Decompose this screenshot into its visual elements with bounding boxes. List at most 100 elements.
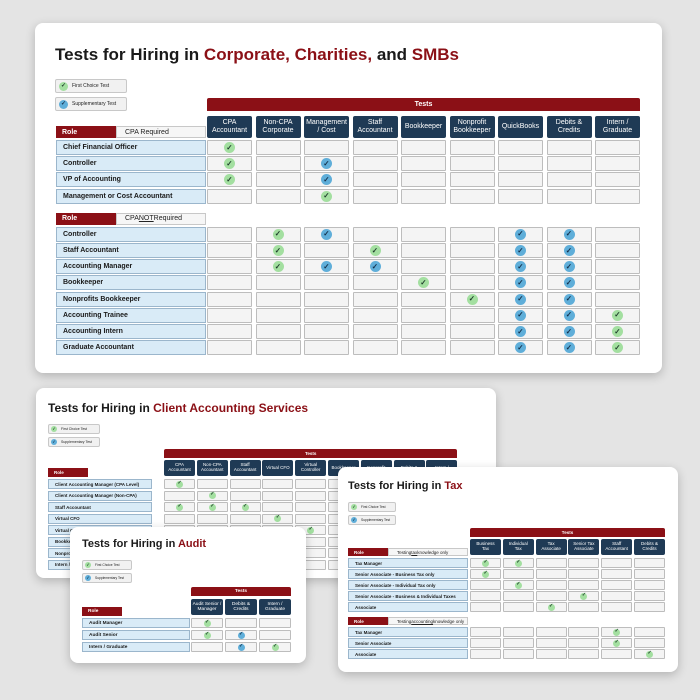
test-cell [502,569,534,579]
column-header: Individual Tax [502,539,534,555]
corporate-title-part-2: Charities, [294,45,377,64]
test-cell: ✓ [304,156,349,172]
corporate-title: Tests for Hiring in Corporate, Charities… [55,45,459,65]
column-header: Bookkeeper [401,116,446,138]
test-cell [262,490,294,501]
test-cell [601,591,633,601]
check-circle-green-icon: ✓ [514,559,522,567]
test-cell [470,649,501,659]
test-cell [352,340,398,356]
test-cell [535,627,567,637]
check-circle-green-icon: ✓ [51,426,57,432]
test-cell [595,275,640,291]
cas-legend-first-label: First Choice Test [61,427,87,431]
check-circle-blue-icon: ✓ [351,517,357,523]
legend-supplementary-label: Supplementary Test [72,101,117,107]
test-cell: ✓ [352,259,398,275]
cas-title: Tests for Hiring in Client Accounting Se… [48,401,308,415]
check-circle-green-icon: ✓ [272,245,284,256]
test-cell [207,324,252,339]
column-header: Business Tax [470,539,501,555]
audit-card: Tests for Hiring in Audit ✓ First Choice… [70,527,306,663]
test-cell [207,275,252,291]
test-cell: ✓ [498,307,543,323]
corporate-title-part-3: and [376,45,412,64]
role-label: Role [348,548,388,556]
role-section-header: Role [82,607,122,616]
audit-legend-supplementary-label: Supplementary Test [95,576,125,580]
corporate-title-part-1: Corporate, [203,45,295,64]
test-cell [502,591,534,601]
test-cell [535,591,567,601]
role-name: Nonprofits Bookkeeper [56,291,206,307]
role-section-header: Role CPA Required [56,126,206,138]
column-header: Debits & Credits [546,116,592,138]
test-cell: ✓ [498,340,543,356]
requirement-emphasis: accounting [411,618,434,624]
check-circle-green-icon: ✓ [274,515,282,522]
column-header: Senior Tax Associate [568,539,600,555]
check-circle-blue-icon: ✓ [563,309,575,321]
test-cell [601,558,633,568]
column-header: Staff Accountant [229,460,261,476]
test-cell [352,172,398,188]
check-circle-blue-icon: ✓ [563,342,575,354]
requirement-text: CPA Required [125,128,169,136]
tax-title-prefix: Tests for Hiring in [348,480,445,492]
test-cell [295,513,327,524]
test-cell [449,275,495,291]
role-name: Tax Manager [348,627,468,637]
test-cell: ✓ [164,479,195,489]
test-cell [595,172,640,188]
test-cell [304,291,349,307]
check-circle-blue-icon: ✓ [515,228,526,240]
column-header: CPA Accountant [164,460,195,476]
role-label: Role [48,468,88,477]
audit-title-prefix: Tests for Hiring in [82,538,178,550]
check-circle-green-icon: ✓ [482,570,489,578]
column-header: Virtual CFO [262,460,294,476]
requirement-label: Testing tax knowledge only [388,548,468,556]
test-cell: ✓ [191,630,223,640]
test-cell: ✓ [546,226,592,242]
column-header: Management / Cost [304,116,349,138]
role-name: Senior Associate [348,638,468,648]
check-circle-green-icon: ✓ [351,504,357,510]
test-cell [449,243,495,258]
test-cell: ✓ [164,502,195,512]
check-circle-green-icon: ✓ [613,628,621,636]
column-header: Non-CPA Accountant [196,460,228,476]
test-cell: ✓ [470,558,501,568]
test-cell [568,569,600,579]
test-cell [498,140,543,155]
test-cell [255,156,301,172]
tests-header: Tests [164,449,458,458]
test-cell [255,291,301,307]
test-cell [352,291,398,307]
check-circle-green-icon: ✓ [208,492,216,499]
audit-legend-supplementary: ✓ Supplementary Test [82,573,132,583]
test-cell [449,340,495,356]
test-cell: ✓ [601,627,633,637]
test-cell [535,580,567,590]
test-cell: ✓ [502,580,534,590]
column-header: Audit Senior / Manager [191,599,223,615]
test-cell [502,602,534,612]
check-circle-green-icon: ✓ [208,503,216,511]
test-cell: ✓ [546,324,592,339]
check-circle-blue-icon: ✓ [563,326,575,337]
check-circle-green-icon: ✓ [418,277,429,289]
test-cell [535,569,567,579]
role-name: Management or Cost Accountant [56,188,206,204]
test-cell [634,627,665,637]
column-header: Intern / Graduate [259,599,291,615]
test-cell: ✓ [207,156,252,172]
tax-legend: ✓ First Choice Test ✓ Supplementary Test [348,502,396,525]
cas-legend: ✓ First Choice Test ✓ Supplementary Test [48,424,100,447]
check-circle-green-icon: ✓ [547,603,555,611]
role-name: Controller [56,226,206,242]
requirement-label: Testing accounting knowledge only [388,617,468,625]
check-circle-green-icon: ✓ [307,526,315,534]
test-cell: ✓ [255,243,301,258]
test-cell: ✓ [595,324,640,339]
